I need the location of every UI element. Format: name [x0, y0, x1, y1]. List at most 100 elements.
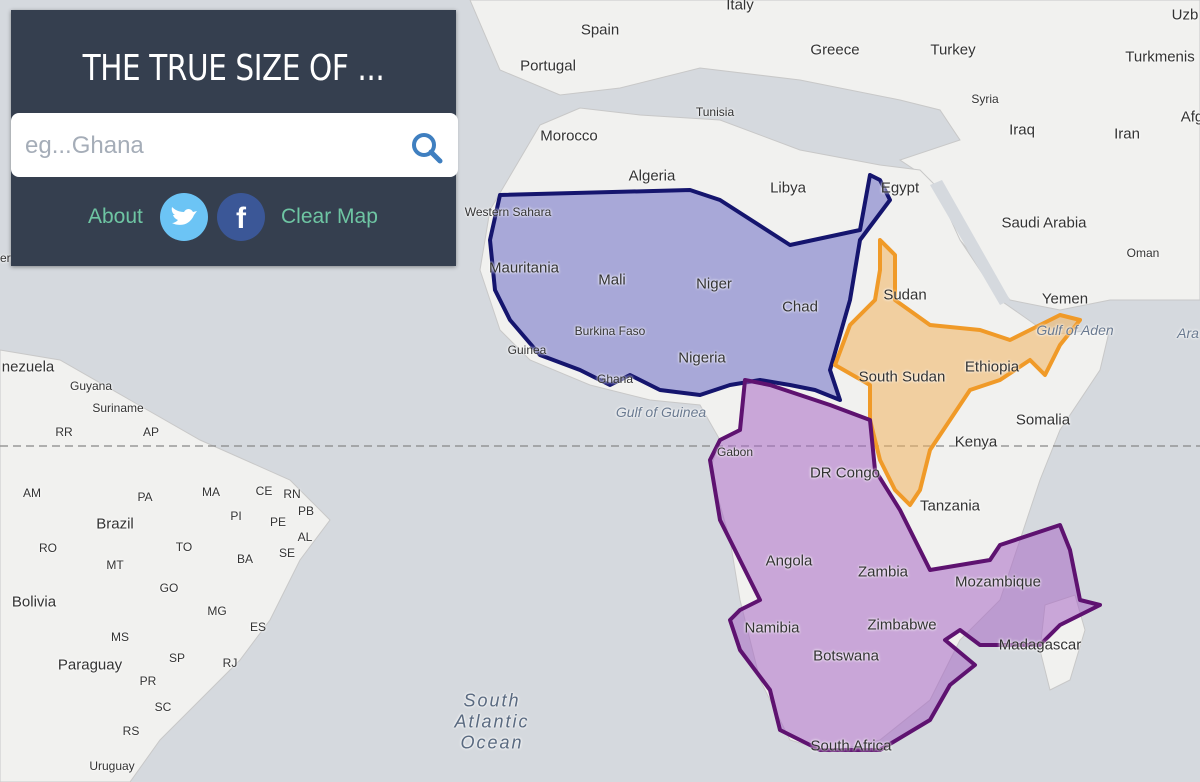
map-label: MG — [207, 604, 227, 618]
map-label: Bolivia — [11, 593, 57, 611]
map-label: CE — [255, 484, 273, 498]
map-label: Madagascar — [998, 636, 1082, 654]
overlay-india[interactable] — [833, 238, 1082, 507]
twitter-icon — [171, 207, 197, 225]
map-label: RS — [122, 724, 140, 738]
map-label: Nigeria — [678, 349, 726, 367]
map-label: South Sudan — [858, 368, 946, 386]
facebook-icon: f — [236, 202, 247, 235]
map-label: RJ — [222, 656, 238, 670]
map-label: SP — [168, 651, 186, 665]
clear-map-link[interactable]: Clear Map — [281, 205, 378, 228]
map-label: Uzb — [1171, 6, 1199, 24]
map-label: Ghana — [596, 372, 634, 386]
map-label: PE — [269, 515, 287, 529]
land-south-america — [0, 349, 331, 782]
overlay-united-states[interactable] — [488, 173, 892, 402]
twitter-button[interactable] — [160, 193, 208, 241]
map-label: Portugal — [520, 57, 576, 75]
search-input[interactable] — [23, 125, 397, 167]
map-label: Iran — [1114, 125, 1140, 143]
search-icon[interactable] — [410, 131, 444, 165]
map-label: RO — [39, 541, 57, 555]
map-label: Gulf of Guinea — [615, 404, 707, 420]
map-label: Botswana — [813, 647, 879, 665]
map-label: Tunisia — [695, 105, 735, 119]
map-label: Mauritania — [488, 259, 560, 277]
map-label: Italy — [726, 0, 754, 14]
map-label: MS — [111, 630, 129, 644]
country-overlays — [488, 173, 1102, 752]
map-label: Mali — [598, 271, 626, 289]
map-label: Guinea — [507, 343, 547, 357]
map-label: PA — [137, 490, 153, 504]
overlay-southern[interactable] — [708, 378, 1102, 752]
map-label: Greece — [810, 41, 860, 59]
map-label: Yemen — [1041, 290, 1089, 308]
map-label: Namibia — [744, 619, 800, 637]
map-label: PI — [230, 509, 242, 523]
map-label: Western Sahara — [464, 205, 552, 219]
map-label: RR — [55, 425, 73, 439]
map-label: SC — [154, 700, 172, 714]
map-label: Zambia — [857, 563, 909, 581]
map-label: Egypt — [880, 179, 920, 197]
map-label: Syria — [971, 92, 999, 106]
map-label: AL — [297, 530, 313, 544]
about-link[interactable]: About — [88, 205, 143, 228]
map-label: Niger — [696, 275, 732, 293]
map-label: PB — [297, 504, 315, 518]
map-label: Oman — [1126, 246, 1160, 260]
app-title: THE TRUE SIZE OF ... — [82, 48, 385, 89]
search-box — [11, 113, 458, 177]
map-label: Uruguay — [89, 759, 135, 773]
land-eurasia — [469, 0, 1200, 311]
panel-links: About f Clear Map — [11, 193, 456, 243]
map-label: Algeria — [628, 167, 676, 185]
map-label: Brazil — [96, 515, 134, 533]
map-label: Turkmenis — [1125, 48, 1195, 66]
map-label: GO — [159, 581, 179, 595]
map-label: Afg — [1180, 108, 1200, 126]
map-label: Zimbabwe — [867, 616, 937, 634]
map-label: Suriname — [92, 401, 144, 415]
map-label: Guyana — [69, 379, 113, 393]
map-label: Burkina Faso — [574, 324, 646, 338]
map-label: ES — [249, 620, 267, 634]
map-label: SE — [278, 546, 296, 560]
red-sea — [930, 180, 1010, 305]
map-label: Sudan — [883, 286, 927, 304]
map-label: AM — [23, 486, 41, 500]
map-label: Saudi Arabia — [1001, 214, 1087, 232]
map-label: Tanzania — [919, 497, 981, 515]
map-label: Somalia — [1015, 411, 1071, 429]
map-label: RN — [283, 487, 301, 501]
map-label: nezuela — [1, 358, 55, 376]
map-label: ert — [0, 251, 15, 265]
map-label: South Atlantic Ocean — [454, 690, 530, 753]
map-label: TO — [175, 540, 193, 554]
map-label: BA — [236, 552, 254, 566]
search-panel: THE TRUE SIZE OF ... About f Clear Map — [11, 10, 458, 266]
map-label: Mozambique — [955, 573, 1041, 591]
facebook-button[interactable]: f — [217, 193, 265, 241]
map-label: Chad — [782, 298, 818, 316]
map-label: DR Congo — [809, 464, 881, 482]
map-label: Iraq — [1009, 121, 1035, 139]
map-label: Angola — [765, 552, 813, 570]
map-label: PR — [139, 674, 157, 688]
svg-text:f: f — [236, 202, 247, 235]
map-label: Kenya — [954, 433, 998, 451]
map-label: MT — [106, 558, 124, 572]
map-label: Paraguay — [57, 656, 123, 674]
map-label: MA — [202, 485, 220, 499]
map-label: Spain — [580, 21, 620, 39]
map-label: South Africa — [810, 737, 892, 755]
map-label: Libya — [770, 179, 806, 197]
map-label: Ethiopia — [964, 358, 1020, 376]
map-label: Ara — [1177, 325, 1199, 341]
map-label: Morocco — [540, 127, 598, 145]
map-label: Turkey — [930, 41, 976, 59]
map-label: AP — [142, 425, 160, 439]
